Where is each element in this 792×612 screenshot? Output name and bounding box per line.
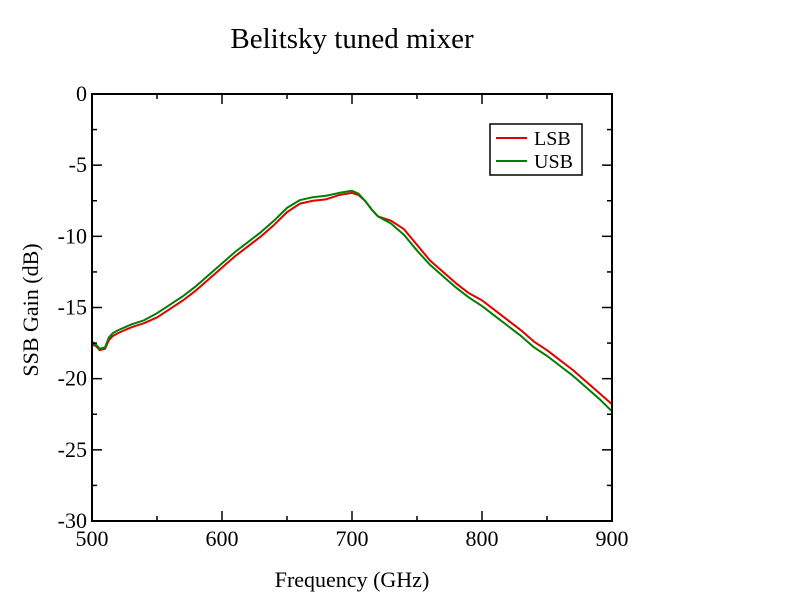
legend-label-usb: USB	[534, 151, 573, 173]
y-tick-label: -15	[58, 295, 87, 320]
series-line-usb	[92, 189, 612, 413]
y-tick-label: -10	[58, 223, 87, 248]
y-tick-label: -20	[58, 366, 87, 391]
x-axis-label: Frequency (GHz)	[275, 567, 430, 592]
legend-label-lsb: LSB	[534, 128, 571, 150]
y-tick-label: -5	[69, 152, 87, 177]
y-tick-label: -30	[58, 508, 87, 533]
legend-box	[489, 123, 583, 176]
x-tick-label: 500	[76, 526, 109, 551]
x-tick-label: 700	[336, 526, 369, 551]
y-tick-label: 0	[76, 81, 87, 106]
series-line-lsb	[92, 191, 612, 406]
x-axis: 500 600 700 800 900	[76, 94, 629, 551]
y-axis-label: SSB Gain (dB)	[18, 243, 43, 376]
y-axis: 0 -5 -10 -15 -20 -25 -30	[58, 81, 612, 533]
x-tick-label: 600	[206, 526, 239, 551]
series-layer	[92, 189, 612, 413]
legend: LSB USB	[489, 123, 583, 176]
chart-title: Belitsky tuned mixer	[230, 23, 474, 55]
y-tick-label: -25	[58, 437, 87, 462]
x-tick-label: 900	[596, 526, 629, 551]
x-tick-label: 800	[466, 526, 499, 551]
